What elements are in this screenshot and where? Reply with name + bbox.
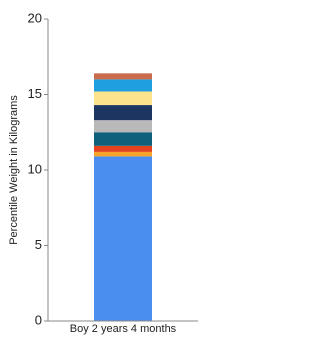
bar-segment xyxy=(94,132,152,146)
bar-segment xyxy=(94,91,152,106)
bar-segment xyxy=(94,151,152,157)
y-tick-label: 5 xyxy=(35,237,42,252)
y-tick-label: 0 xyxy=(35,312,42,327)
y-axis-label: Percentile Weight in Kilograms xyxy=(8,95,20,245)
y-tick-label: 10 xyxy=(28,161,42,176)
bar-segment xyxy=(94,73,152,80)
chart: Percentile Weight in Kilograms 0 5 10 15 20 B… xyxy=(8,10,198,335)
x-tick-label: Boy 2 years 4 months xyxy=(70,323,177,335)
bar-segment xyxy=(94,120,152,133)
bar-segment xyxy=(94,156,152,321)
bar-segment xyxy=(94,145,152,152)
bar-segment xyxy=(94,105,152,121)
y-tick-label: 20 xyxy=(28,10,42,25)
bar-segment xyxy=(94,79,152,92)
y-tick-label: 15 xyxy=(28,86,42,101)
